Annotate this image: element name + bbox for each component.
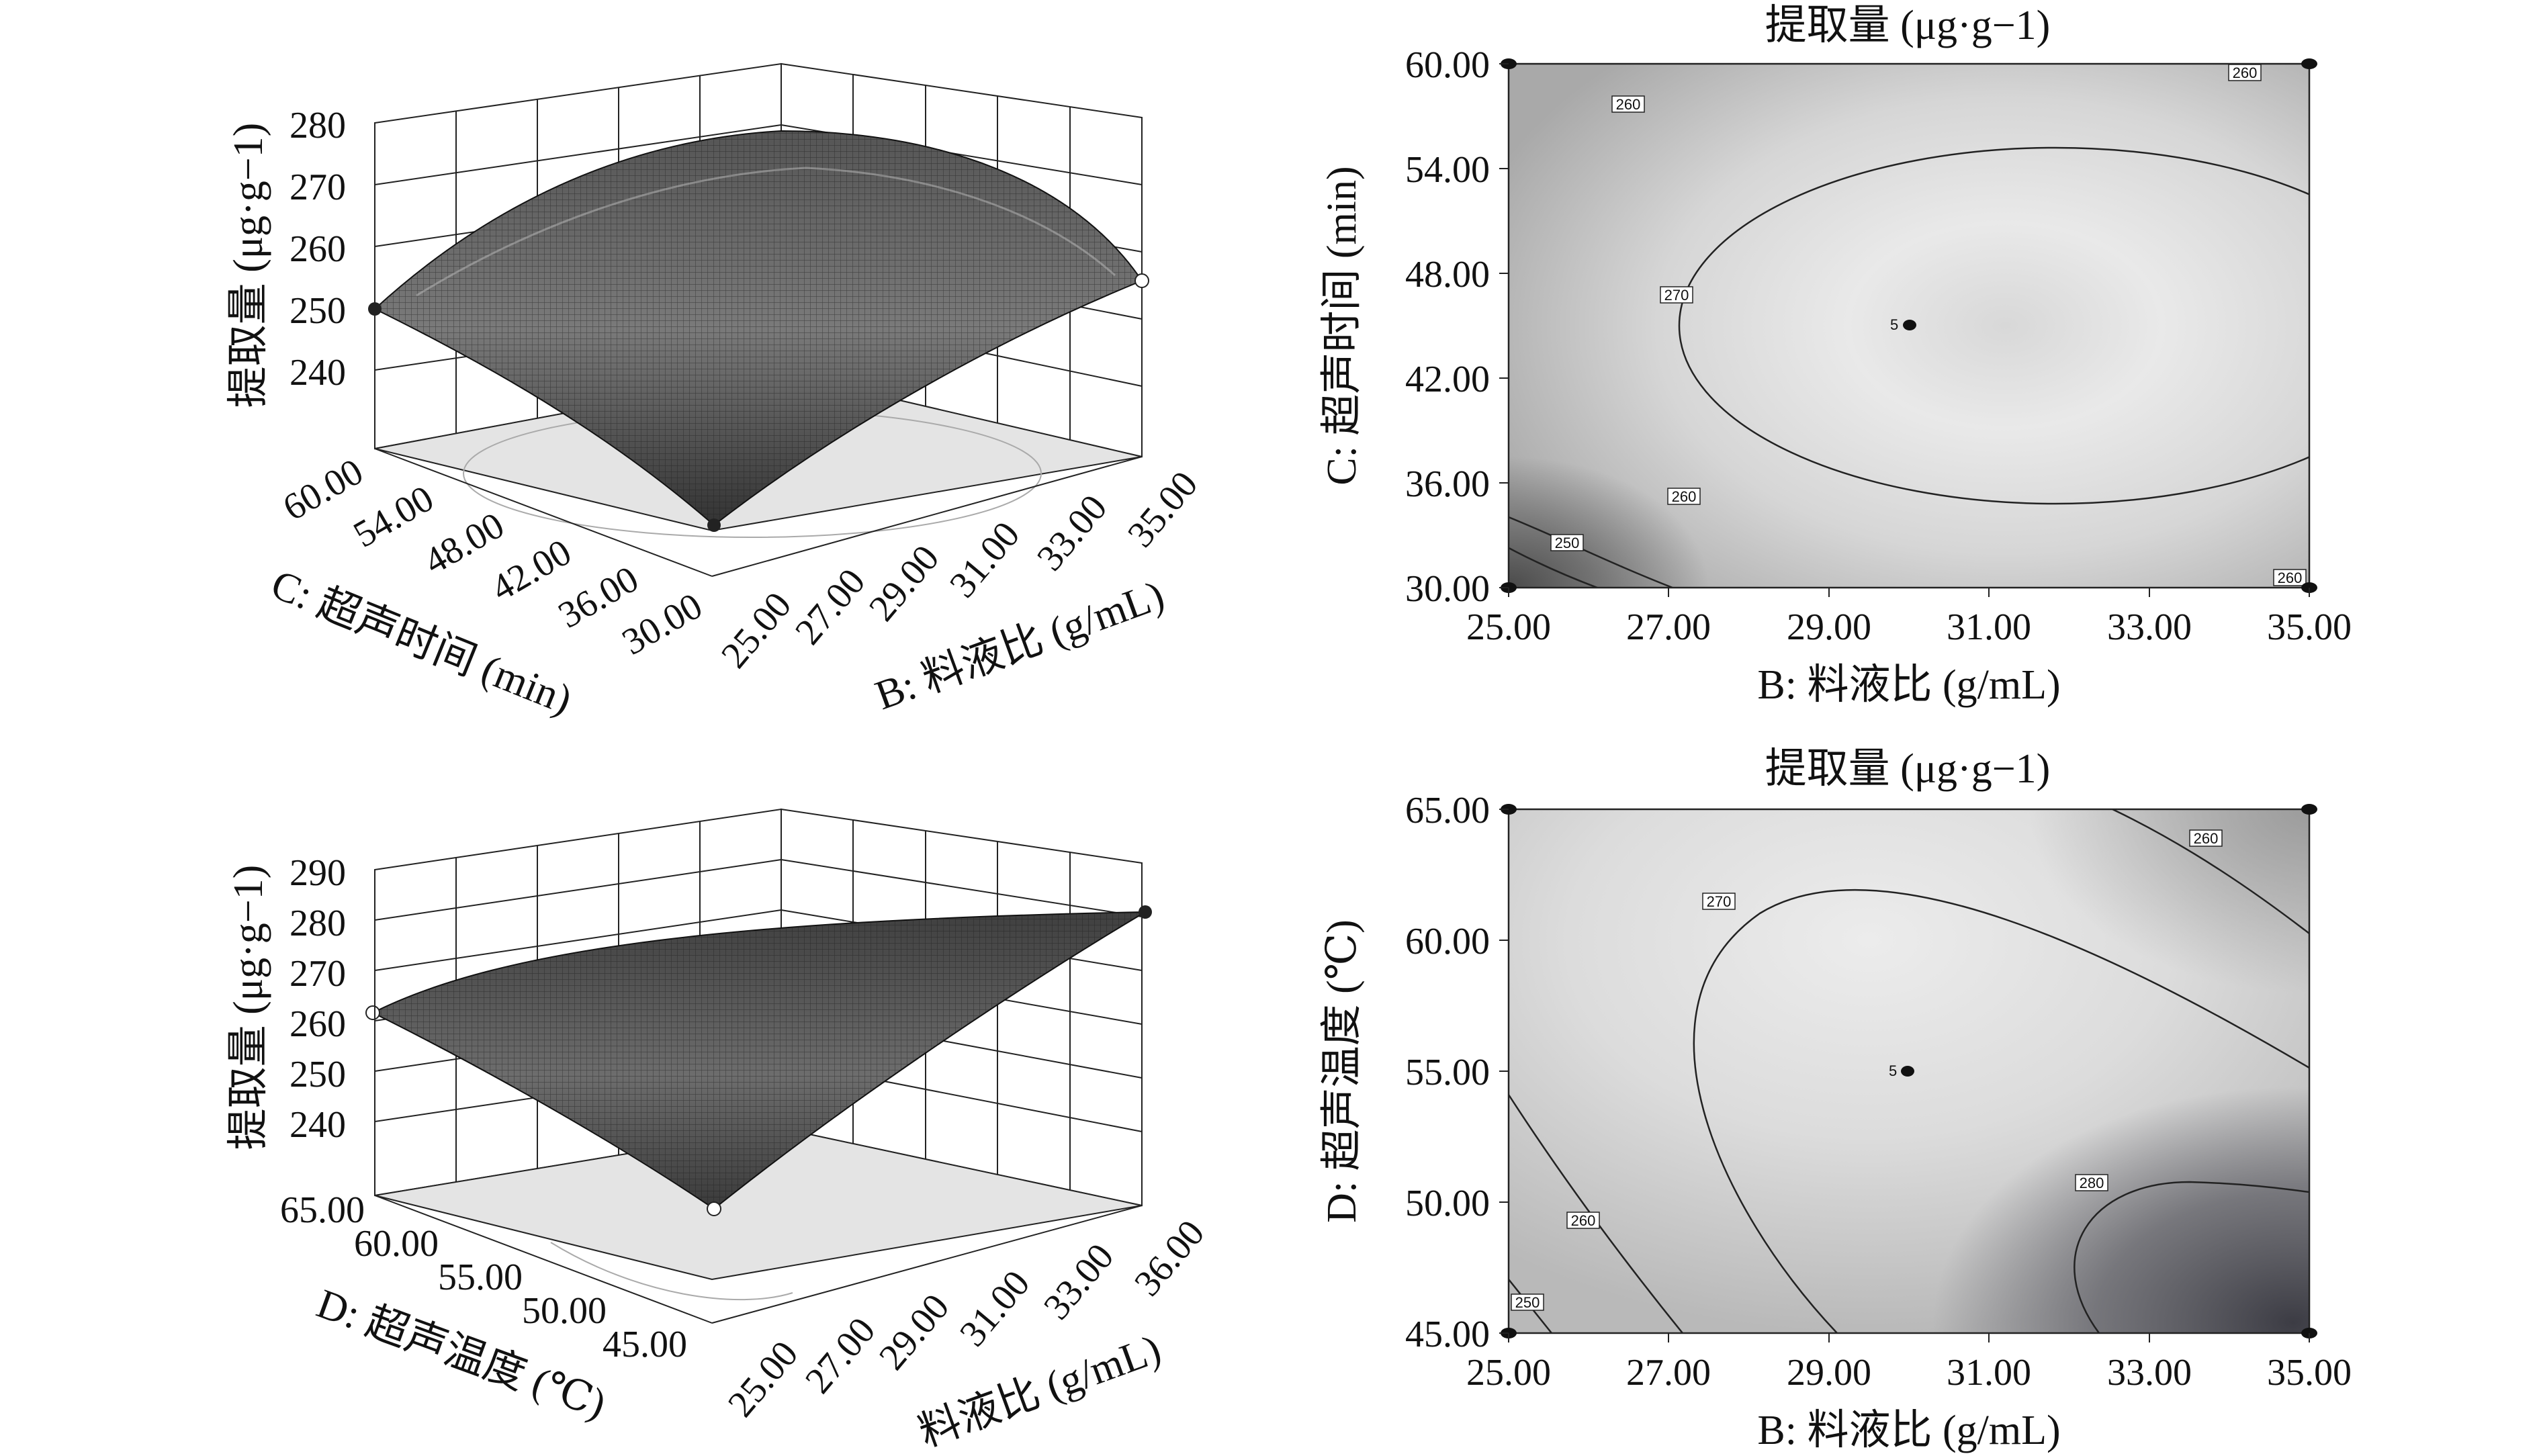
x-tick: 31.00 (942, 514, 1028, 605)
x-tick: 31.00 (1947, 1352, 2031, 1394)
design-point (365, 1005, 380, 1020)
x-tick: 29.00 (1787, 606, 1871, 648)
contour-280 (2074, 1181, 2309, 1333)
y-tick: 45.00 (603, 1324, 687, 1365)
y-tick: 60.00 (1405, 44, 1490, 86)
y-tick: 65.00 (1405, 790, 1490, 831)
center-point (1903, 320, 1916, 330)
x-tick: 25.00 (1466, 606, 1551, 648)
contour-label: 260 (1571, 1212, 1596, 1229)
contour-260 (2112, 809, 2309, 934)
x-tick: 25.00 (1466, 1352, 1551, 1394)
contour-label: 270 (1707, 893, 1732, 910)
contour-label: 260 (2233, 64, 2258, 81)
z-tick: 250 (289, 1054, 346, 1095)
y-tick: 30.00 (1405, 568, 1490, 610)
y-axis-label: D: 超声温度 (℃) (1319, 919, 1365, 1223)
x-tick: 36.00 (1126, 1212, 1212, 1304)
y-tick: 60.00 (1405, 921, 1490, 962)
z-tick: 260 (289, 228, 346, 270)
contour-label: 280 (2080, 1175, 2104, 1191)
x-tick: 27.00 (797, 1310, 883, 1401)
contour-250 (1509, 516, 1673, 588)
y-tick: 55.00 (438, 1257, 523, 1298)
y-tick: 65.00 (280, 1189, 365, 1231)
z-tick: 250 (289, 290, 346, 332)
y-tick: 36.00 (1405, 463, 1490, 505)
center-point-label: 5 (1890, 316, 1898, 333)
chart-title: 提取量 (μg·g−1) (1765, 3, 2051, 48)
design-point (707, 518, 721, 532)
y-axis-label: C: 超声时间 (min) (1319, 166, 1365, 485)
y-tick: 55.00 (1405, 1052, 1490, 1093)
x-tick: 35.00 (2267, 1352, 2352, 1394)
design-point (707, 1201, 721, 1216)
y-tick: 60.00 (354, 1223, 439, 1265)
contour-plot-bottom-right: 提取量 (μg·g−1) 270 260 260 280 250 5 (1319, 746, 2352, 1453)
x-tick: 33.00 (1029, 487, 1115, 578)
contour-label: 260 (2278, 570, 2303, 586)
z-tick: 280 (289, 105, 346, 146)
z-axis-label: 提取量 (μg·g−1) (226, 865, 271, 1150)
floor-contour (550, 1242, 793, 1301)
x-tick: 33.00 (2107, 606, 2192, 648)
z-tick: 240 (289, 352, 346, 394)
contour-label: 270 (1664, 287, 1689, 304)
surface-plot-bottom-left: 290 280 270 260 250 240 提取量 (μg·g−1) 65.… (226, 808, 1212, 1456)
z-tick: 240 (289, 1104, 346, 1146)
x-tick: 31.00 (1947, 606, 2031, 648)
x-tick: 29.00 (1787, 1352, 1871, 1394)
contour-270 (1678, 146, 2309, 505)
y-tick: 54.00 (1405, 149, 1490, 191)
z-axis-label: 提取量 (μg·g−1) (226, 123, 271, 408)
contour-plot-top-right: 提取量 (μg·g−1) 260 270 260 260 260 250 5 (1319, 3, 2352, 708)
z-tick: 290 (289, 852, 346, 894)
surface-plot-top-left: 280 270 260 250 240 提取量 (μg·g−1) 60.00 5… (226, 62, 1206, 723)
x-tick: 31.00 (952, 1263, 1038, 1354)
x-tick: 35.00 (2267, 606, 2352, 648)
contour-label: 250 (1555, 535, 1580, 551)
design-point (1134, 273, 1149, 288)
x-tick: 33.00 (2107, 1352, 2192, 1394)
z-tick: 280 (289, 903, 346, 944)
x-axis-label: 料液比 (g/mL) (913, 1326, 1167, 1456)
center-point-label: 5 (1889, 1062, 1897, 1079)
x-tick: 29.00 (861, 537, 947, 629)
y-tick: 42.00 (1405, 359, 1490, 400)
x-tick: 25.00 (720, 1333, 806, 1424)
contour-label: 260 (1616, 96, 1641, 113)
x-tick: 29.00 (871, 1286, 957, 1377)
x-tick: 33.00 (1036, 1236, 1122, 1327)
center-point (1901, 1066, 1914, 1077)
z-tick: 270 (289, 953, 346, 995)
x-tick: 27.00 (787, 561, 873, 652)
y-tick: 48.00 (1405, 254, 1490, 295)
y-tick: 45.00 (1405, 1314, 1490, 1355)
z-tick: 270 (289, 167, 346, 208)
x-tick: 25.00 (713, 584, 799, 676)
y-tick: 50.00 (1405, 1183, 1490, 1224)
contour-label: 260 (1672, 488, 1697, 505)
chart-title: 提取量 (μg·g−1) (1765, 746, 2051, 792)
x-tick: 27.00 (1626, 606, 1711, 648)
z-tick: 260 (289, 1003, 346, 1045)
contour-270 (1693, 889, 2309, 1333)
contour-label: 250 (1515, 1294, 1540, 1311)
x-tick: 27.00 (1626, 1352, 1711, 1394)
contour-label: 260 (2194, 830, 2219, 847)
design-point (1139, 905, 1152, 919)
x-axis-label: B: 料液比 (g/mL) (1757, 1408, 2060, 1453)
x-tick: 35.00 (1120, 463, 1206, 555)
y-tick: 50.00 (522, 1290, 607, 1332)
x-axis-label: B: 料液比 (g/mL) (1757, 662, 2060, 708)
